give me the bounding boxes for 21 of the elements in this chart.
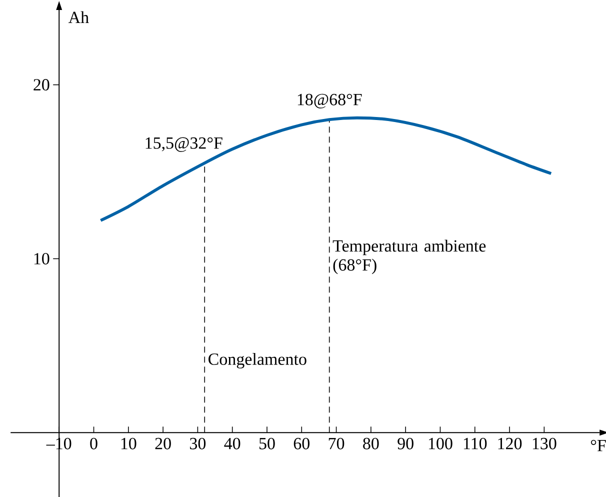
x-tick-label: 70 (328, 438, 344, 450)
x-tick-label: 100 (428, 438, 452, 450)
x-tick-label: 40 (224, 438, 240, 450)
x-tick-label: 0 (90, 438, 98, 450)
x-tick-label: 20 (155, 438, 171, 450)
x-tick-label: 10 (121, 438, 136, 450)
annotation: 15,5@32°F (146, 137, 222, 152)
x-tick-label: 90 (398, 438, 414, 450)
y-axis-title: Ah (68, 11, 89, 23)
x-axis-title: °F (590, 440, 606, 452)
x-tick-label: 50 (259, 438, 275, 450)
ref-line-label: Temperatura ambiente (68°F) (332, 240, 486, 274)
ref-line-label: Congelamento (208, 352, 306, 368)
line-series (99, 116, 553, 222)
x-tick-label: 130 (532, 438, 556, 450)
x-tick-label: 80 (363, 438, 379, 450)
x-tick-label: 30 (190, 438, 206, 450)
x-tick-label: 110 (464, 438, 487, 450)
annotation: 18@68°F (298, 94, 362, 108)
x-tick-label: 120 (498, 438, 522, 450)
x-tick-label: 60 (294, 438, 310, 450)
